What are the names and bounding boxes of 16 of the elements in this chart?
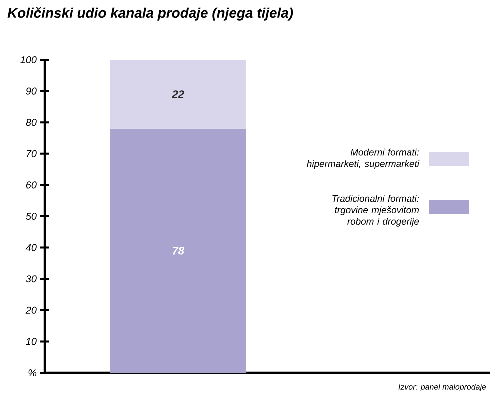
y-tick-label: 70 — [26, 150, 37, 158]
y-tick-label: 80 — [26, 119, 37, 126]
y-tick-label: 50 — [26, 212, 37, 220]
y-tick-label: 40 — [26, 244, 37, 252]
y-tick-label: % — [28, 370, 37, 376]
legend-label: Moderni formati: hipermarketi, supermarketi — [307, 148, 420, 170]
y-tick-label: 30 — [26, 276, 37, 283]
data-label: 78 — [173, 247, 184, 255]
y-tick-label: 20 — [26, 306, 37, 314]
y-tick-label: 90 — [26, 88, 37, 95]
chart-title: Količinski udio kanala prodaje (njega tijela) — [8, 8, 294, 21]
data-label: 22 — [172, 90, 184, 98]
y-tick-label: 10 — [26, 338, 37, 346]
y-tick-label: 60 — [26, 182, 37, 189]
y-tick-label: 100 — [20, 56, 37, 64]
legend-label: Tradicionalni formati: trgovine mješovitom robom i drogerije — [332, 195, 420, 227]
